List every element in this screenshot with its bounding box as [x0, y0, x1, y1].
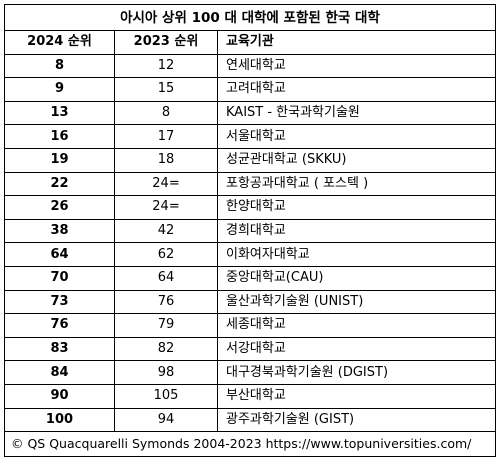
header-rank-2023: 2023 순위	[114, 30, 218, 55]
rank-2024-cell: 83	[4, 336, 115, 362]
rank-2024-cell: 19	[4, 147, 115, 173]
table-row: 22 24= 포항공과대학교 ( 포스텍 )	[4, 171, 496, 197]
rank-2023-cell: 62	[114, 242, 218, 267]
table-row: 90 105 부산대학교	[4, 383, 496, 409]
title-row: 아시아 상위 100 대 대학에 포함된 한국 대학	[4, 4, 496, 31]
copyright-footer: © QS Quacquarelli Symonds 2004-2023 http…	[4, 431, 496, 458]
table-row: 8 12 연세대학교	[4, 53, 496, 79]
table-row: 73 76 울산과학기술원 (UNIST)	[4, 289, 496, 315]
institution-cell: 부산대학교	[217, 383, 496, 409]
institution-cell: 이화여자대학교	[217, 242, 496, 267]
institution-cell: 경희대학교	[217, 218, 496, 244]
rankings-table: 아시아 상위 100 대 대학에 포함된 한국 대학 2024 순위 2023 …	[4, 4, 496, 458]
header-rank-2024: 2024 순위	[4, 30, 115, 55]
table-row: 100 94 광주과학기술원 (GIST)	[4, 407, 496, 433]
rank-2023-cell: 98	[114, 360, 218, 385]
rank-2024-cell: 84	[4, 360, 115, 385]
rank-2023-cell: 18	[114, 147, 218, 173]
rank-2024-cell: 16	[4, 124, 115, 149]
institution-cell: KAIST - 한국과학기술원	[217, 100, 496, 126]
institution-cell: 서울대학교	[217, 124, 496, 149]
institution-cell: 세종대학교	[217, 313, 496, 338]
table-row: 16 17 서울대학교	[4, 124, 496, 149]
rank-2023-cell: 12	[114, 53, 218, 79]
rank-2024-cell: 70	[4, 265, 115, 291]
rank-2024-cell: 13	[4, 100, 115, 126]
header-row: 2024 순위 2023 순위 교육기관	[4, 30, 496, 55]
rank-2023-cell: 8	[114, 100, 218, 126]
institution-cell: 중앙대학교(CAU)	[217, 265, 496, 291]
rank-2023-cell: 79	[114, 313, 218, 338]
table-title: 아시아 상위 100 대 대학에 포함된 한국 대학	[4, 4, 496, 31]
institution-cell: 연세대학교	[217, 53, 496, 79]
rank-2024-cell: 26	[4, 195, 115, 220]
rank-2023-cell: 105	[114, 383, 218, 409]
rank-2023-cell: 94	[114, 407, 218, 433]
table-body: 8 12 연세대학교 9 15 고려대학교 13 8 KAIST - 한국과학기술원 16 17 서울…	[4, 53, 496, 433]
institution-cell: 한양대학교	[217, 195, 496, 220]
table-row: 64 62 이화여자대학교	[4, 242, 496, 267]
rank-2023-cell: 17	[114, 124, 218, 149]
rank-2024-cell: 73	[4, 289, 115, 315]
table-row: 70 64 중앙대학교(CAU)	[4, 265, 496, 291]
table-row: 38 42 경희대학교	[4, 218, 496, 244]
table-row: 19 18 성균관대학교 (SKKU)	[4, 147, 496, 173]
rankings-table-container: 아시아 상위 100 대 대학에 포함된 한국 대학 2024 순위 2023 …	[4, 4, 496, 458]
table-row: 13 8 KAIST - 한국과학기술원	[4, 100, 496, 126]
rank-2023-cell: 82	[114, 336, 218, 362]
rank-2023-cell: 76	[114, 289, 218, 315]
institution-cell: 광주과학기술원 (GIST)	[217, 407, 496, 433]
rank-2024-cell: 64	[4, 242, 115, 267]
table-row: 9 15 고려대학교	[4, 77, 496, 102]
rank-2024-cell: 76	[4, 313, 115, 338]
institution-cell: 고려대학교	[217, 77, 496, 102]
rank-2023-cell: 64	[114, 265, 218, 291]
institution-cell: 포항공과대학교 ( 포스텍 )	[217, 171, 496, 197]
rank-2024-cell: 90	[4, 383, 115, 409]
footer-row: © QS Quacquarelli Symonds 2004-2023 http…	[4, 431, 496, 458]
institution-cell: 서강대학교	[217, 336, 496, 362]
rank-2024-cell: 38	[4, 218, 115, 244]
institution-cell: 성균관대학교 (SKKU)	[217, 147, 496, 173]
table-row: 26 24= 한양대학교	[4, 195, 496, 220]
rank-2024-cell: 9	[4, 77, 115, 102]
table-row: 83 82 서강대학교	[4, 336, 496, 362]
rank-2023-cell: 42	[114, 218, 218, 244]
institution-cell: 울산과학기술원 (UNIST)	[217, 289, 496, 315]
rank-2023-cell: 24=	[114, 195, 218, 220]
rank-2024-cell: 8	[4, 53, 115, 79]
rank-2024-cell: 100	[4, 407, 115, 433]
header-institution: 교육기관	[217, 30, 496, 55]
table-row: 84 98 대구경북과학기술원 (DGIST)	[4, 360, 496, 385]
rank-2024-cell: 22	[4, 171, 115, 197]
institution-cell: 대구경북과학기술원 (DGIST)	[217, 360, 496, 385]
table-row: 76 79 세종대학교	[4, 313, 496, 338]
rank-2023-cell: 24=	[114, 171, 218, 197]
rank-2023-cell: 15	[114, 77, 218, 102]
